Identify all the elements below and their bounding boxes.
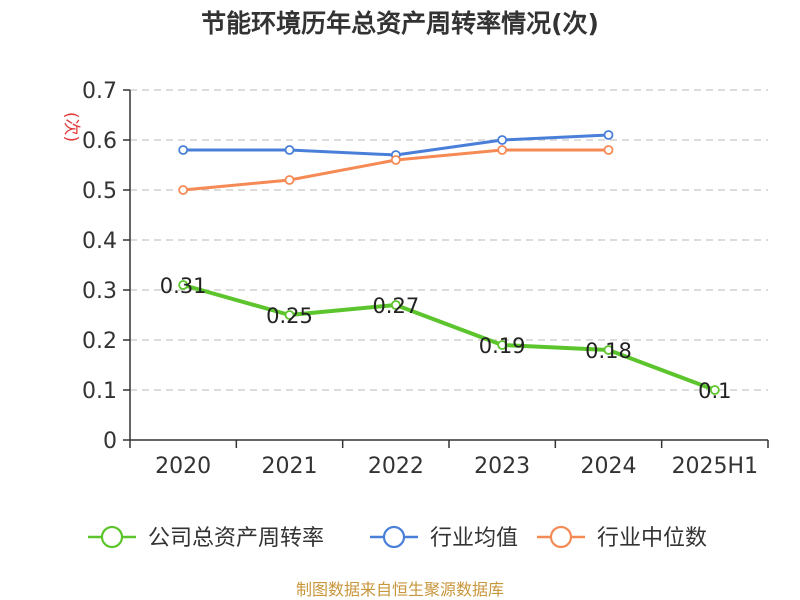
- legend-label: 行业均值: [430, 526, 518, 551]
- data-point-1: [284, 145, 295, 155]
- series-lines: [178, 130, 720, 395]
- legend-marker: [382, 525, 406, 549]
- gridlines: [130, 89, 768, 391]
- y-tick-label: 0.5: [82, 179, 117, 204]
- data-point-0: [178, 280, 189, 290]
- chart-title: 节能环境历年总资产周转率情况(次): [201, 9, 599, 38]
- legend-label: 公司总资产周转率: [148, 526, 324, 551]
- legend: 公司总资产周转率 行业均值 行业中位数: [88, 525, 707, 551]
- legend-marker: [549, 525, 573, 549]
- data-point-2: [603, 145, 614, 155]
- x-tick-label: 2020: [155, 454, 211, 479]
- data-point-0: [709, 385, 720, 395]
- x-tick-label: 2022: [368, 454, 424, 479]
- data-label: 0.27: [372, 294, 419, 318]
- data-label: 0.19: [479, 334, 526, 358]
- y-tick-label: 0.6: [82, 129, 117, 154]
- series-line-0: [181, 283, 717, 392]
- data-point-2: [178, 185, 189, 195]
- data-point-1: [603, 130, 614, 140]
- y-tick-label: 0.1: [82, 379, 117, 404]
- data-point-0: [497, 340, 508, 350]
- data-point-2: [497, 145, 508, 155]
- legend-label: 行业中位数: [597, 526, 707, 551]
- data-label: 0.1: [698, 379, 731, 403]
- data-point-0: [284, 310, 295, 320]
- legend-item-1[interactable]: 行业均值: [370, 525, 518, 551]
- legend-item-2[interactable]: 行业中位数: [537, 525, 707, 551]
- x-tick-label: 2021: [262, 454, 318, 479]
- data-point-0: [390, 300, 401, 310]
- legend-item-0[interactable]: 公司总资产周转率: [88, 525, 324, 551]
- data-label: 0.25: [266, 304, 313, 328]
- y-tick-label: 0.3: [82, 279, 117, 304]
- y-tick-label: 0.2: [82, 329, 117, 354]
- data-point-2: [390, 155, 401, 165]
- y-tick-label: 0: [103, 429, 117, 454]
- y-tick-label: 0.4: [82, 229, 117, 254]
- data-point-1: [178, 145, 189, 155]
- x-tick-label: 2024: [581, 454, 637, 479]
- data-point-2: [284, 175, 295, 185]
- data-labels: 0.31 0.25 0.27 0.19 0.18 0.1: [160, 274, 732, 403]
- y-axis-unit-label: (次): [61, 112, 81, 142]
- data-label: 0.31: [160, 274, 207, 298]
- axes: 0 0.1 0.2 0.3 0.4 0.5 0.6 0.7 2020 2021 2022 2023 20…: [82, 79, 769, 479]
- y-tick-label: 0.7: [82, 79, 117, 104]
- data-label: 0.18: [585, 339, 632, 363]
- source-note: 制图数据来自恒生聚源数据库: [296, 580, 504, 599]
- data-point-0: [603, 345, 614, 355]
- x-tick-label: 2023: [474, 454, 530, 479]
- legend-marker: [100, 525, 124, 549]
- data-point-1: [497, 135, 508, 145]
- x-tick-label: 2025H1: [672, 454, 759, 479]
